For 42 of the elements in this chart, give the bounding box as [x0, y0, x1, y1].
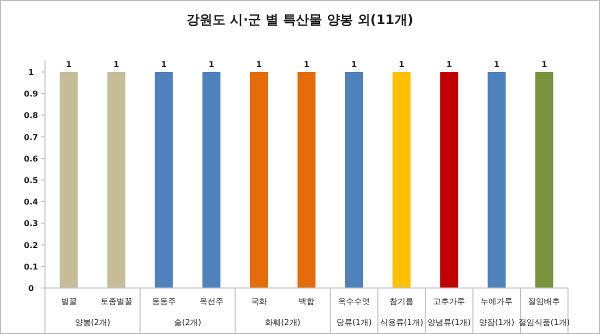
text: 절임식품(1개)	[518, 318, 570, 327]
text: 양잠(1개)	[479, 318, 514, 327]
data-label: 1	[446, 60, 452, 69]
y-tick-label: 0.8	[24, 111, 39, 120]
y-tick-label: 0.6	[24, 154, 39, 164]
y-tick-label: 0.2	[24, 240, 38, 250]
x-tick-label: 참기름	[390, 297, 414, 306]
data-label: 1	[114, 60, 120, 69]
data-label: 1	[541, 60, 548, 69]
text: 양봉(2개)	[74, 318, 110, 327]
data-label: 1	[161, 60, 168, 69]
text: 술(2개)	[174, 318, 202, 327]
data-label: 1	[66, 60, 72, 69]
chart-title: 강원도 시·군 별 특산물 양봉 외(11개)	[186, 13, 414, 28]
data-label: 1	[351, 60, 358, 69]
x-tick-label: 누에가루	[480, 297, 513, 306]
y-tick-label: 1	[28, 68, 34, 77]
x-tick-label: 국화	[250, 297, 267, 306]
text: 식용류(1개)	[380, 318, 424, 327]
text: 당류(1개)	[336, 318, 372, 327]
x-tick-label: 백합	[298, 297, 314, 306]
data-label: 1	[304, 60, 310, 69]
text: 양념류(1개)	[427, 318, 471, 327]
text: 화훼(2개)	[265, 318, 300, 327]
y-tick-label: 0.4	[24, 198, 39, 207]
x-tick-label: 고추가루	[433, 297, 466, 306]
x-tick-label: 옥선주	[199, 297, 224, 306]
y-tick-label: 0.7	[24, 132, 38, 142]
y-tick-label: 0	[28, 284, 34, 293]
y-tick-label: 0.5	[24, 176, 39, 185]
x-tick-label: 옥수수엿	[338, 297, 370, 306]
x-tick-label: 벌꿀	[60, 297, 77, 306]
x-tick-label: 토종벌꿀	[100, 297, 132, 306]
x-tick-label: 절임배추	[528, 297, 560, 306]
y-tick-label: 0.9	[24, 90, 39, 99]
data-label: 1	[398, 60, 405, 69]
x-tick-label: 동동주	[152, 297, 176, 306]
data-label: 1	[256, 60, 262, 69]
data-label: 1	[208, 60, 215, 69]
y-tick-label: 0.1	[24, 262, 39, 272]
y-tick-label: 0.3	[24, 219, 38, 228]
data-label: 1	[494, 60, 500, 69]
